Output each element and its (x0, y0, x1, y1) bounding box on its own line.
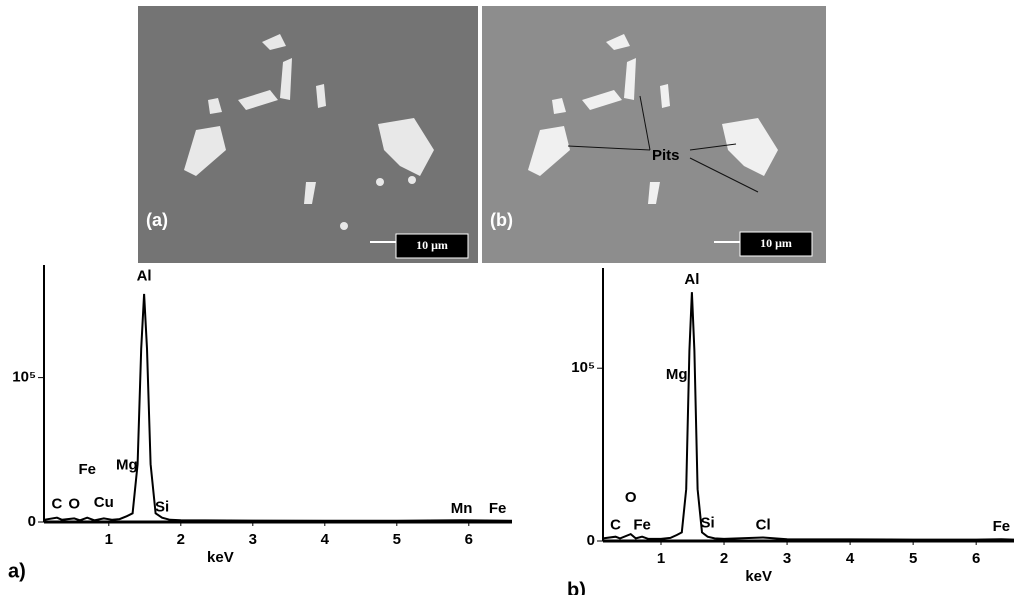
panel-label: a) (8, 560, 26, 582)
element-label: C (610, 516, 621, 533)
scale-box (395, 233, 469, 259)
spectrum-line (602, 292, 1015, 541)
element-label: Mg (666, 366, 688, 383)
image-label: (b) (490, 210, 513, 230)
micrograph: Pits (b) 10 μm (482, 6, 826, 263)
x-tick-label: 4 (321, 531, 330, 548)
element-label: O (625, 489, 637, 506)
element-label: Cl (756, 516, 771, 533)
element-label: Mg (116, 457, 138, 474)
spectrum-line (43, 293, 513, 522)
image-a (138, 6, 478, 263)
element-label: Mn (451, 500, 473, 517)
x-tick-label: 4 (846, 550, 855, 567)
element-label: Fe (489, 500, 507, 517)
x-tick-label: 5 (393, 531, 401, 548)
x-tick-label: 3 (783, 550, 791, 567)
element-label: Al (137, 268, 152, 285)
element-label: Al (684, 271, 699, 288)
image-label: (a) (146, 210, 168, 230)
pit-arrows (567, 95, 759, 193)
image-b (482, 6, 826, 263)
y-tick-label: 0 (28, 513, 36, 530)
y-tick-label: 10⁵ (571, 359, 595, 376)
particles (184, 34, 434, 230)
element-label: Si (701, 515, 715, 532)
scale-box (739, 231, 813, 257)
y-tick-label: 10⁵ (12, 369, 36, 386)
pits-label: Pits (652, 147, 680, 164)
particles (528, 34, 778, 204)
x-tick-label: 1 (657, 550, 665, 567)
element-label: Fe (633, 516, 651, 533)
x-tick-label: 2 (720, 550, 728, 567)
element-label: O (68, 496, 80, 513)
scale-bar-label: 10 μm (760, 236, 792, 250)
x-tick-label: 5 (909, 550, 917, 567)
element-label: C (52, 496, 63, 513)
panel-label: b) (567, 579, 586, 595)
x-tick-label: 2 (177, 531, 185, 548)
x-tick-label: 6 (972, 550, 980, 567)
element-label: Fe (78, 461, 96, 478)
micrograph: (a) 10 μm (138, 6, 478, 263)
x-tick-label: 3 (249, 531, 257, 548)
y-tick-label: 0 (587, 532, 595, 549)
element-label: Fe (993, 518, 1011, 535)
x-axis-label: keV (207, 549, 234, 566)
scale-bar-label: 10 μm (416, 238, 448, 252)
element-label: Cu (94, 494, 114, 511)
x-tick-label: 6 (465, 531, 473, 548)
x-tick-label: 1 (105, 531, 113, 548)
element-label: Si (155, 499, 169, 516)
x-axis-label: keV (745, 568, 772, 585)
